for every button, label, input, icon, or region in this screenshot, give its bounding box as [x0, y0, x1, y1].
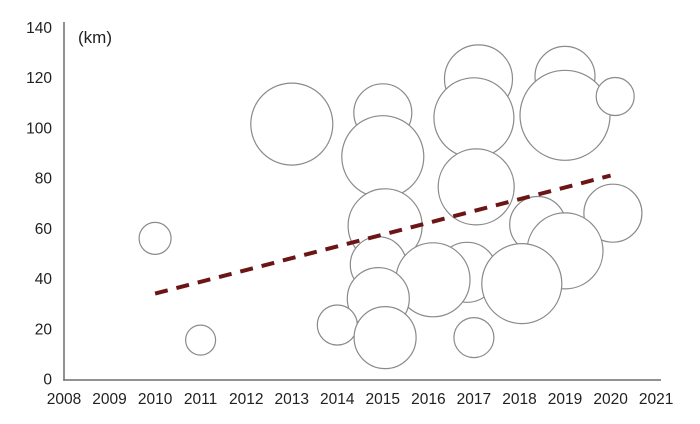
x-tick-label: 2009 — [92, 391, 126, 408]
x-tick-label: 2017 — [457, 391, 491, 408]
bubble — [519, 69, 611, 161]
x-tick-label: 2018 — [502, 391, 536, 408]
bubble — [437, 148, 515, 226]
bubble — [453, 317, 495, 359]
y-tick-label: 20 — [35, 321, 53, 338]
x-tick-label: 2011 — [184, 391, 217, 408]
x-tick-label: 2008 — [47, 391, 81, 408]
y-tick-label: 100 — [26, 120, 52, 137]
bubble — [185, 324, 217, 356]
x-tick-label: 2016 — [411, 391, 445, 408]
bubble — [481, 243, 563, 325]
bubble — [138, 221, 172, 255]
x-tick-label: 2015 — [366, 391, 400, 408]
y-tick-label: 80 — [35, 171, 53, 188]
bubble — [583, 183, 643, 243]
x-tick-label: 2019 — [548, 391, 582, 408]
y-tick-label: 60 — [35, 221, 53, 238]
bubble — [433, 77, 515, 159]
trend-line — [154, 173, 612, 296]
y-tick-label: 40 — [35, 271, 53, 288]
y-tick-label: 0 — [43, 372, 52, 389]
bubble — [595, 76, 635, 117]
y-axis-unit-label: (km) — [78, 28, 112, 47]
bubble — [341, 115, 425, 199]
bubble — [316, 304, 358, 346]
x-tick-label: 2010 — [138, 391, 173, 408]
x-tick-label: 2021 — [639, 391, 673, 408]
y-tick-label: 120 — [26, 70, 52, 87]
bubble — [353, 306, 417, 370]
x-tick-label: 2012 — [229, 391, 263, 408]
bubble — [250, 82, 334, 166]
x-tick-label: 2020 — [593, 391, 628, 408]
x-tick-label: 2014 — [320, 391, 355, 408]
x-tick-label: 2013 — [275, 391, 309, 408]
y-tick-label: 140 — [26, 20, 52, 37]
